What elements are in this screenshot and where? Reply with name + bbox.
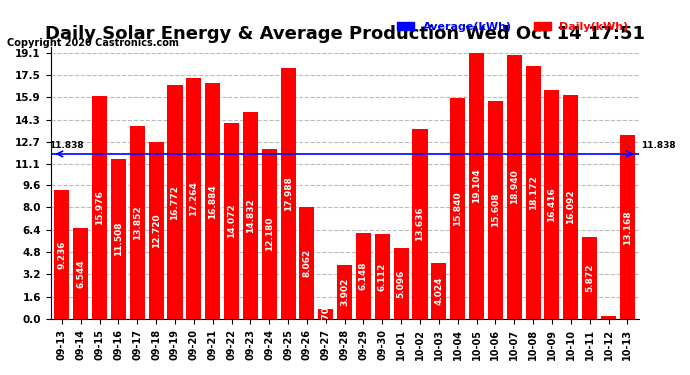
Text: 13.852: 13.852 [132,205,142,240]
Bar [393,248,408,319]
Bar [73,228,88,319]
Bar [506,55,522,319]
Text: 14.832: 14.832 [246,198,255,233]
Text: 5.872: 5.872 [585,264,594,292]
Bar [526,66,541,319]
Text: 4.024: 4.024 [435,277,444,305]
Text: 15.976: 15.976 [95,190,104,225]
Text: 17.264: 17.264 [189,181,198,216]
Bar [356,233,371,319]
Bar [450,98,465,319]
Bar [243,112,258,319]
Text: Copyright 2020 Castronics.com: Copyright 2020 Castronics.com [7,38,179,48]
Text: 12.720: 12.720 [152,213,161,248]
Text: 13.168: 13.168 [623,210,632,244]
Bar [186,78,201,319]
Text: 5.096: 5.096 [397,269,406,298]
Text: 6.112: 6.112 [378,262,387,291]
Bar [375,234,390,319]
Text: 15.840: 15.840 [453,191,462,226]
Bar [299,207,315,319]
Text: 0.700: 0.700 [322,300,331,328]
Bar [544,90,560,319]
Text: 18.940: 18.940 [510,170,519,204]
Bar [469,53,484,319]
Text: 13.636: 13.636 [415,207,424,241]
Text: 11.838: 11.838 [640,141,676,150]
Bar [55,190,70,319]
Bar [168,85,183,319]
Text: 3.902: 3.902 [340,278,349,306]
Bar [431,263,446,319]
Bar [413,129,428,319]
Text: 12.180: 12.180 [265,217,274,251]
Bar [130,126,145,319]
Bar [488,101,503,319]
Bar [601,316,616,319]
Legend: Average(kWh), Daily(kWh): Average(kWh), Daily(kWh) [393,17,633,36]
Bar [563,94,578,319]
Text: 17.988: 17.988 [284,176,293,211]
Title: Daily Solar Energy & Average Production Wed Oct 14 17:51: Daily Solar Energy & Average Production … [45,25,644,43]
Text: 6.544: 6.544 [77,259,86,288]
Bar [224,123,239,319]
Text: 11.838: 11.838 [49,141,83,150]
Bar [337,265,352,319]
Text: 16.884: 16.884 [208,184,217,219]
Text: 8.062: 8.062 [302,249,311,277]
Bar [620,135,635,319]
Text: 14.072: 14.072 [227,204,236,238]
Text: 16.092: 16.092 [566,189,575,224]
Bar [582,237,598,319]
Text: 9.236: 9.236 [57,240,66,269]
Bar [262,149,277,319]
Bar [318,309,333,319]
Text: 15.608: 15.608 [491,193,500,228]
Text: 11.508: 11.508 [114,222,123,256]
Text: 18.172: 18.172 [529,175,538,210]
Bar [92,96,107,319]
Text: 16.416: 16.416 [547,187,556,222]
Bar [111,159,126,319]
Text: 19.104: 19.104 [472,168,481,203]
Text: 16.772: 16.772 [170,184,179,219]
Bar [205,84,220,319]
Bar [148,142,164,319]
Text: 6.148: 6.148 [359,262,368,291]
Bar [281,68,295,319]
